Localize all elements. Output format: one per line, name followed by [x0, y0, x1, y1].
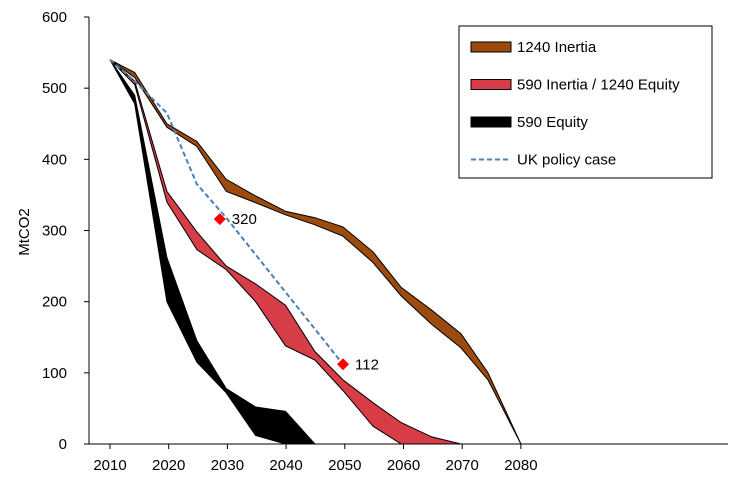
legend: 1240 Inertia 590 Inertia / 1240 Equity 590…	[458, 25, 713, 179]
y-axis-label: MtCO2	[16, 208, 33, 256]
marker-label: 112	[355, 356, 379, 373]
x-tick-label: 2060	[387, 457, 420, 474]
x-tick-label: 2040	[269, 457, 302, 474]
y-tick-label: 300	[42, 223, 67, 240]
x-tick-label: 2010	[93, 457, 126, 474]
x-tick-label: 2050	[328, 457, 361, 474]
legend-label: 590 Equity	[517, 114, 588, 131]
legend-label: UK policy case	[517, 152, 616, 169]
y-tick-label: 200	[42, 294, 67, 311]
y-axis-ticks: 0 100 200 300 400 500 600	[42, 9, 89, 453]
band-590-equity	[109, 59, 343, 445]
y-tick-label: 100	[42, 365, 67, 382]
y-tick-label: 500	[42, 80, 67, 97]
x-tick-label: 2030	[211, 457, 244, 474]
y-tick-label: 400	[42, 151, 67, 168]
legend-swatch	[470, 116, 512, 128]
marker-diamond	[337, 358, 350, 371]
band-590-inertia-1240-equity	[109, 59, 521, 445]
marker-diamond	[213, 213, 226, 226]
legend-label: 590 Inertia / 1240 Equity	[517, 77, 680, 94]
x-tick-label: 2020	[152, 457, 185, 474]
x-tick-label: 2070	[446, 457, 479, 474]
legend-swatch	[470, 79, 512, 90]
legend-label: 1240 Inertia	[517, 39, 597, 56]
line-uk-policy-case	[109, 58, 344, 365]
line-layer	[109, 58, 344, 365]
x-axis-ticks: 2010 2020 2030 2040 2050 2060 2070 2080	[93, 444, 538, 474]
marker-label: 320	[232, 211, 257, 228]
marker-layer: 320 112	[213, 211, 379, 373]
x-tick-label: 2080	[504, 457, 537, 474]
y-tick-label: 600	[42, 9, 67, 26]
legend-swatch	[470, 41, 512, 53]
y-tick-label: 0	[59, 436, 67, 453]
